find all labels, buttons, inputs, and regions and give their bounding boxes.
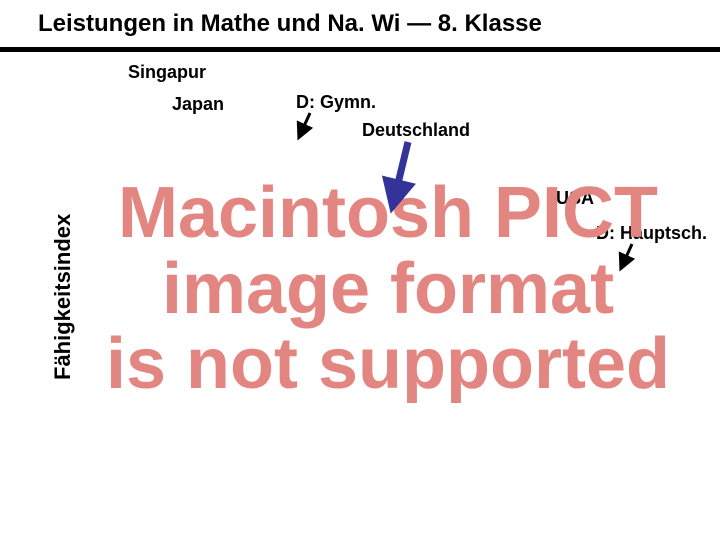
arrow-gymn — [300, 113, 310, 135]
label-deutschland: Deutschland — [362, 120, 470, 141]
label-d-gymn: D: Gymn. — [296, 92, 376, 113]
label-japan: Japan — [172, 94, 224, 115]
slide-title: Leistungen in Mathe und Na. Wi — 8. Klas… — [38, 10, 542, 38]
pict-error-text: Macintosh PICT image format is not suppo… — [68, 176, 708, 403]
label-singapur: Singapur — [128, 62, 206, 83]
title-divider — [0, 47, 720, 52]
